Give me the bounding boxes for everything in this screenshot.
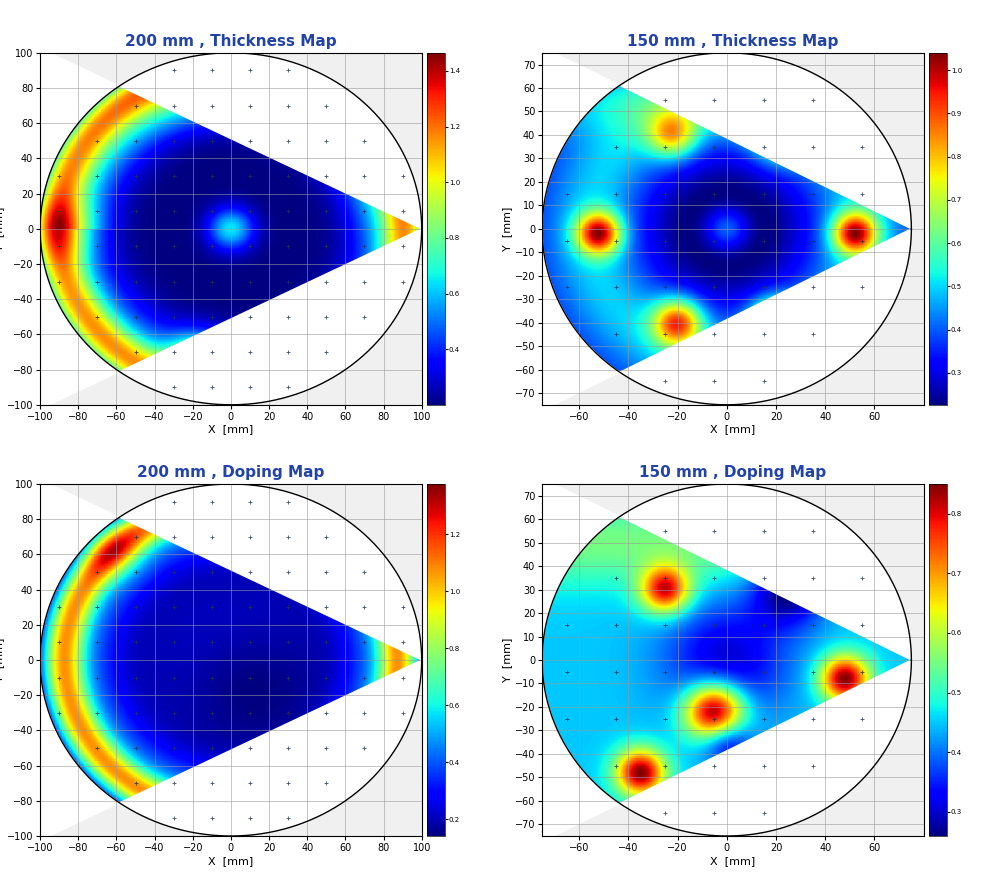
X-axis label: X  [mm]: X [mm] xyxy=(709,424,755,435)
Polygon shape xyxy=(530,473,911,847)
X-axis label: X  [mm]: X [mm] xyxy=(709,855,755,866)
Y-axis label: Y  [mm]: Y [mm] xyxy=(0,207,4,251)
Polygon shape xyxy=(30,44,421,414)
X-axis label: X  [mm]: X [mm] xyxy=(208,855,254,866)
X-axis label: X  [mm]: X [mm] xyxy=(208,424,254,435)
Title: 150 mm , Doping Map: 150 mm , Doping Map xyxy=(639,465,825,480)
Polygon shape xyxy=(530,41,911,416)
Y-axis label: Y  [mm]: Y [mm] xyxy=(502,638,512,682)
Y-axis label: Y  [mm]: Y [mm] xyxy=(0,638,4,682)
Title: 150 mm , Thickness Map: 150 mm , Thickness Map xyxy=(627,33,838,49)
Title: 200 mm , Thickness Map: 200 mm , Thickness Map xyxy=(125,33,336,49)
Polygon shape xyxy=(30,475,421,845)
Y-axis label: Y  [mm]: Y [mm] xyxy=(502,207,512,251)
Title: 200 mm , Doping Map: 200 mm , Doping Map xyxy=(137,465,324,480)
